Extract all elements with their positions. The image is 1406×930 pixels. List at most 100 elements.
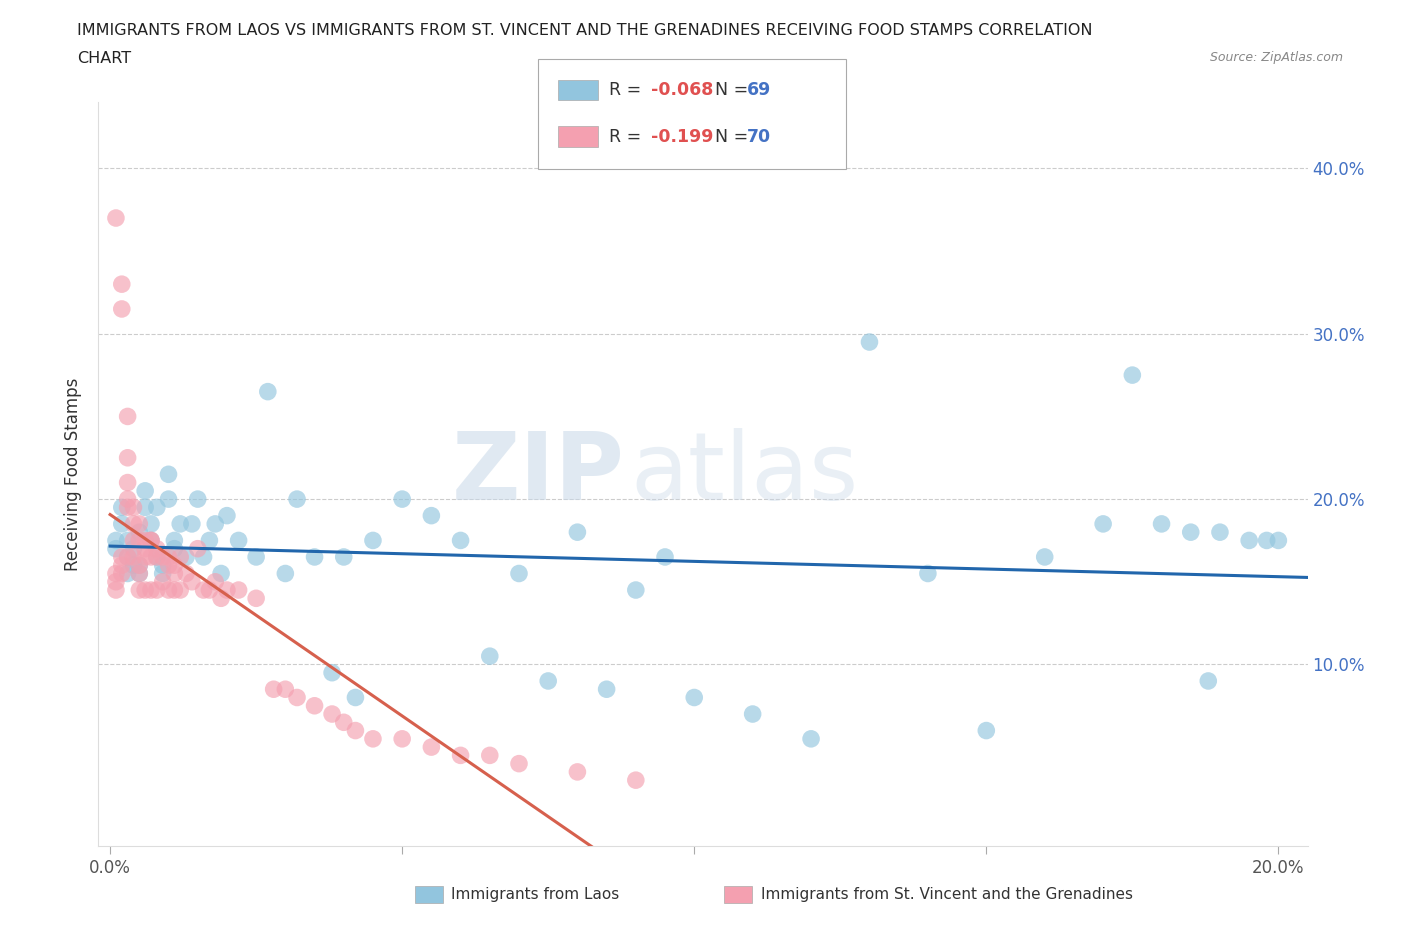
Point [104, 582, 127, 597]
Point [1180, 525, 1202, 539]
Point [1121, 367, 1143, 382]
Point [193, 582, 215, 597]
Point [117, 550, 139, 565]
Point [420, 508, 443, 523]
Point [157, 467, 180, 482]
Point [104, 575, 127, 590]
Point [450, 748, 472, 763]
Point [274, 682, 297, 697]
Point [654, 550, 676, 565]
Point [193, 550, 215, 565]
Text: Immigrants from Laos: Immigrants from Laos [451, 887, 620, 902]
Point [800, 731, 823, 746]
Point [128, 525, 150, 539]
Text: R =: R = [609, 127, 652, 146]
Point [1033, 550, 1056, 565]
Point [169, 582, 191, 597]
Point [198, 582, 221, 597]
Point [321, 707, 343, 722]
Point [128, 566, 150, 581]
Point [122, 500, 145, 515]
Text: CHART: CHART [77, 51, 131, 66]
Y-axis label: Receiving Food Stamps: Receiving Food Stamps [65, 378, 83, 571]
Point [146, 500, 169, 515]
Point [1150, 516, 1173, 531]
Point [134, 533, 156, 548]
Point [537, 673, 560, 688]
Point [1197, 673, 1219, 688]
Point [450, 533, 472, 548]
Point [111, 301, 134, 316]
Point [595, 682, 617, 697]
Point [146, 550, 169, 565]
Point [157, 550, 180, 565]
Point [111, 566, 134, 581]
Point [683, 690, 706, 705]
Point [1092, 516, 1115, 531]
Point [169, 516, 191, 531]
Point [204, 516, 226, 531]
Point [285, 492, 308, 507]
Text: ZIP: ZIP [451, 429, 624, 520]
Point [139, 533, 162, 548]
Point [128, 558, 150, 573]
Point [104, 541, 127, 556]
Point [180, 516, 202, 531]
Point [122, 558, 145, 573]
Point [111, 500, 134, 515]
Point [1237, 533, 1260, 548]
Point [209, 591, 232, 605]
Point [139, 533, 162, 548]
Point [117, 500, 139, 515]
Point [478, 649, 501, 664]
Point [285, 690, 308, 705]
Text: atlas: atlas [630, 429, 859, 520]
Point [111, 516, 134, 531]
Point [304, 698, 326, 713]
Point [117, 450, 139, 465]
Point [157, 582, 180, 597]
Point [146, 541, 169, 556]
Point [122, 541, 145, 556]
Text: 70: 70 [747, 127, 770, 146]
Point [332, 715, 354, 730]
Point [163, 582, 186, 597]
Point [174, 550, 197, 565]
Point [152, 550, 174, 565]
Point [163, 533, 186, 548]
Point [139, 582, 162, 597]
Point [122, 516, 145, 531]
Point [146, 582, 169, 597]
Point [256, 384, 278, 399]
Point [139, 533, 162, 548]
Point [134, 582, 156, 597]
Point [361, 731, 384, 746]
Point [146, 550, 169, 565]
Point [624, 773, 647, 788]
Point [157, 558, 180, 573]
Text: IMMIGRANTS FROM LAOS VS IMMIGRANTS FROM ST. VINCENT AND THE GRENADINES RECEIVING: IMMIGRANTS FROM LAOS VS IMMIGRANTS FROM … [77, 23, 1092, 38]
Text: -0.199: -0.199 [651, 127, 713, 146]
Point [111, 558, 134, 573]
Text: N =: N = [704, 81, 754, 100]
Point [104, 533, 127, 548]
Point [858, 335, 880, 350]
Text: N =: N = [704, 127, 754, 146]
Point [180, 575, 202, 590]
Point [111, 277, 134, 292]
Point [152, 566, 174, 581]
Point [139, 516, 162, 531]
Text: Source: ZipAtlas.com: Source: ZipAtlas.com [1209, 51, 1343, 64]
Point [163, 566, 186, 581]
Point [128, 533, 150, 548]
Point [174, 566, 197, 581]
Point [187, 492, 209, 507]
Point [128, 566, 150, 581]
Point [128, 558, 150, 573]
Point [567, 525, 589, 539]
Point [117, 566, 139, 581]
Point [117, 550, 139, 565]
Point [117, 475, 139, 490]
Point [117, 492, 139, 507]
Point [245, 591, 267, 605]
